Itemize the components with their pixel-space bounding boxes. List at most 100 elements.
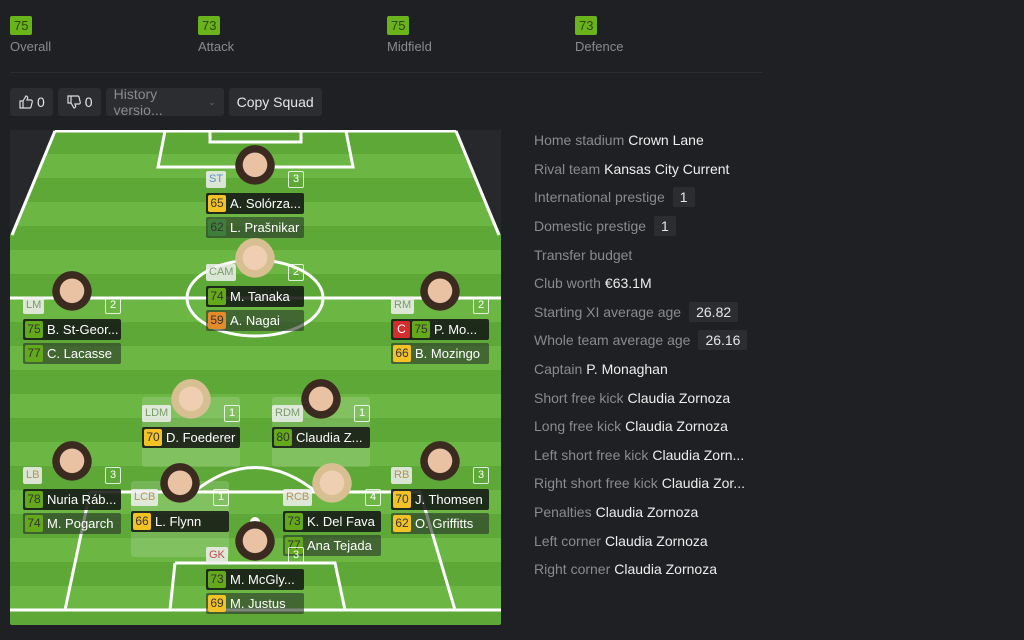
player-count: 1 [213,489,229,506]
player-name: L. Prašnikar [230,220,300,235]
player-rating: 80 [274,429,292,446]
info-value: Claudia Zorn... [652,446,745,463]
info-value: Claudia Zornoza [627,389,731,406]
substitute-row[interactable]: 62 L. Prašnikar [206,217,304,238]
player-photo [171,379,211,423]
rating-defence: 73 Defence [575,16,623,54]
rating-badge: 73 [198,16,221,35]
info-value: Claudia Zornoza [604,532,708,549]
chevron-down-icon: ⌄ [208,96,216,107]
info-row: Whole team average age 26.16 [534,326,748,355]
player-rating: 75 [25,321,43,338]
position-label: CAM [206,264,237,281]
like-button[interactable]: 0 [10,88,53,116]
rating-attack: 73 Attack [198,16,234,54]
starter-row[interactable]: 74 M. Tanaka [206,286,304,307]
info-value: Kansas City Current [604,160,730,177]
info-row: Captain P. Monaghan [534,355,747,384]
info-value: Crown Lane [628,132,704,149]
info-label: International prestige [534,189,665,206]
rating-midfield: 75 Midfield [387,16,432,54]
position-label: RCB [283,489,313,506]
starter-row[interactable]: 70 D. Foederer [142,427,240,448]
thumbs-up-icon [19,95,33,109]
copy-squad-button[interactable]: Copy Squad [228,88,322,116]
player-photo [420,271,460,315]
info-label: Starting XI average age [534,303,682,320]
player-rating: 59 [208,312,226,329]
starter-row[interactable]: 73 M. McGly... [206,569,304,590]
pitch-stripe [10,370,501,394]
substitute-row[interactable]: 62 O. Griffitts [391,513,489,534]
info-value: Claudia Zornoza [625,418,728,435]
substitute-row[interactable]: 77 C. Lacasse [23,343,121,364]
substitute-row[interactable]: 74 M. Pogarch [23,513,121,534]
rating-badge: 73 [575,16,598,35]
info-row: Penalties Claudia Zornoza [534,498,747,527]
player-photo [312,463,352,507]
substitute-row[interactable]: 59 A. Nagai [206,310,304,331]
history-label: History versio... [113,86,163,118]
player-rating: 69 [208,595,226,612]
starter-row[interactable]: 65 A. Solórza... [206,193,304,214]
player-name: B. Mozingo [415,346,481,361]
like-count: 0 [37,94,45,110]
player-count: 4 [365,489,381,506]
player-photo [301,379,341,423]
player-name: C. Lacasse [47,346,113,361]
dislike-button[interactable]: 0 [57,88,101,116]
info-row: Rival team Kansas City Current [534,155,747,184]
info-row: Domestic prestige 1 [534,212,747,241]
rating-label: Defence [575,39,624,54]
info-value-badge: 26.16 [698,330,748,351]
info-row: Left corner Claudia Zornoza [534,526,747,555]
player-name: M. Justus [230,596,286,611]
player-name: Nuria Ráb... [47,492,117,507]
player-name: A. Solórza... [230,196,301,211]
info-label: Captain [534,361,583,378]
position-label: ST [206,171,227,188]
rating-label: Attack [198,39,235,54]
player-rating: 66 [133,513,151,530]
player-name: Ana Tejada [307,538,372,553]
substitute-row[interactable]: 66 B. Mozingo [391,343,489,364]
player-rating: 62 [393,515,411,532]
player-count: 3 [473,467,489,484]
info-label: Left short free kick [534,446,649,463]
player-count: 1 [224,405,240,422]
player-rating: 78 [25,491,43,508]
player-name: M. McGly... [230,572,295,587]
substitute-row[interactable]: 69 M. Justus [206,593,304,614]
starter-row[interactable]: 75 B. St-Geor... [23,319,121,340]
info-value: €63.1M [604,275,652,292]
info-row: Right corner Claudia Zornoza [534,555,747,584]
starter-row[interactable]: 73 K. Del Fava [283,511,381,532]
position-label: LM [23,297,45,314]
rating-badge: 75 [10,16,33,35]
info-label: Long free kick [534,418,622,435]
divider [10,72,762,73]
starter-row[interactable]: 66 L. Flynn [131,511,229,532]
starter-row[interactable]: 70 J. Thomsen [391,489,489,510]
position-label: RDM [272,405,304,422]
substitute-row[interactable]: 77 Ana Tejada [283,535,381,556]
thumbs-down-icon [67,95,81,109]
player-rating: 66 [393,345,411,362]
penalty-arc [189,466,321,497]
touchline [10,130,501,236]
info-value-badge: 1 [672,187,695,208]
info-label: Right short free kick [534,475,658,492]
starter-row[interactable]: C 75 P. Mo... [391,319,489,340]
player-photo [52,441,92,485]
starter-row[interactable]: 78 Nuria Ráb... [23,489,121,510]
info-row: Right short free kick Claudia Zor... [534,469,747,498]
starter-row[interactable]: 80 Claudia Z... [272,427,370,448]
history-version-select[interactable]: History versio... ⌄ [105,86,224,118]
rating-overall: 75 Overall [10,16,51,54]
pitch-stripe [10,394,501,418]
player-name: J. Thomsen [415,492,483,507]
player-name: L. Flynn [155,514,202,529]
info-row: Long free kick Claudia Zornoza [534,412,747,441]
info-value-badge: 26.82 [689,301,739,322]
info-value: Claudia Zornoza [614,561,717,578]
